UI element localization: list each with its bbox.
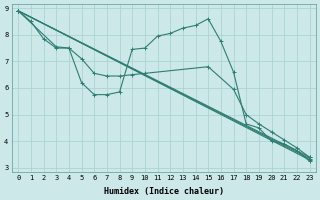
X-axis label: Humidex (Indice chaleur): Humidex (Indice chaleur) <box>104 187 224 196</box>
